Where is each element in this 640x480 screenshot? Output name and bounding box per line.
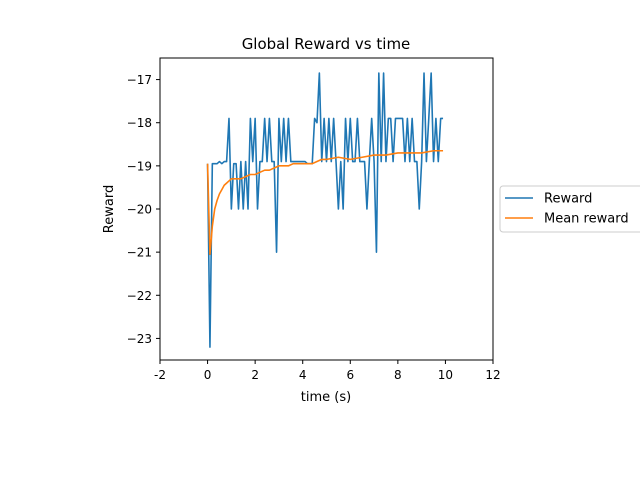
x-tick-label: -2 (154, 368, 166, 382)
y-tick-label: −21 (127, 246, 152, 260)
x-tick-label: 10 (438, 368, 453, 382)
x-tick-label: 0 (204, 368, 212, 382)
x-axis-label: time (s) (301, 390, 351, 405)
x-tick-label: 2 (251, 368, 259, 382)
y-tick-label: −17 (127, 73, 152, 87)
y-tick-label: −18 (127, 116, 152, 130)
x-tick-label: 6 (346, 368, 354, 382)
y-axis-label: Reward (102, 185, 117, 233)
y-tick-label: −20 (127, 203, 152, 217)
x-tick-label: 8 (394, 368, 402, 382)
x-tick-label: 4 (299, 368, 307, 382)
legend-label: Reward (544, 192, 592, 207)
chart-title: Global Reward vs time (242, 35, 411, 53)
x-tick-label: 12 (485, 368, 500, 382)
y-tick-label: −22 (127, 289, 152, 303)
legend: Reward Mean reward (500, 186, 640, 232)
y-tick-label: −23 (127, 332, 152, 346)
y-tick-label: −19 (127, 159, 152, 173)
legend-label: Mean reward (544, 212, 629, 227)
